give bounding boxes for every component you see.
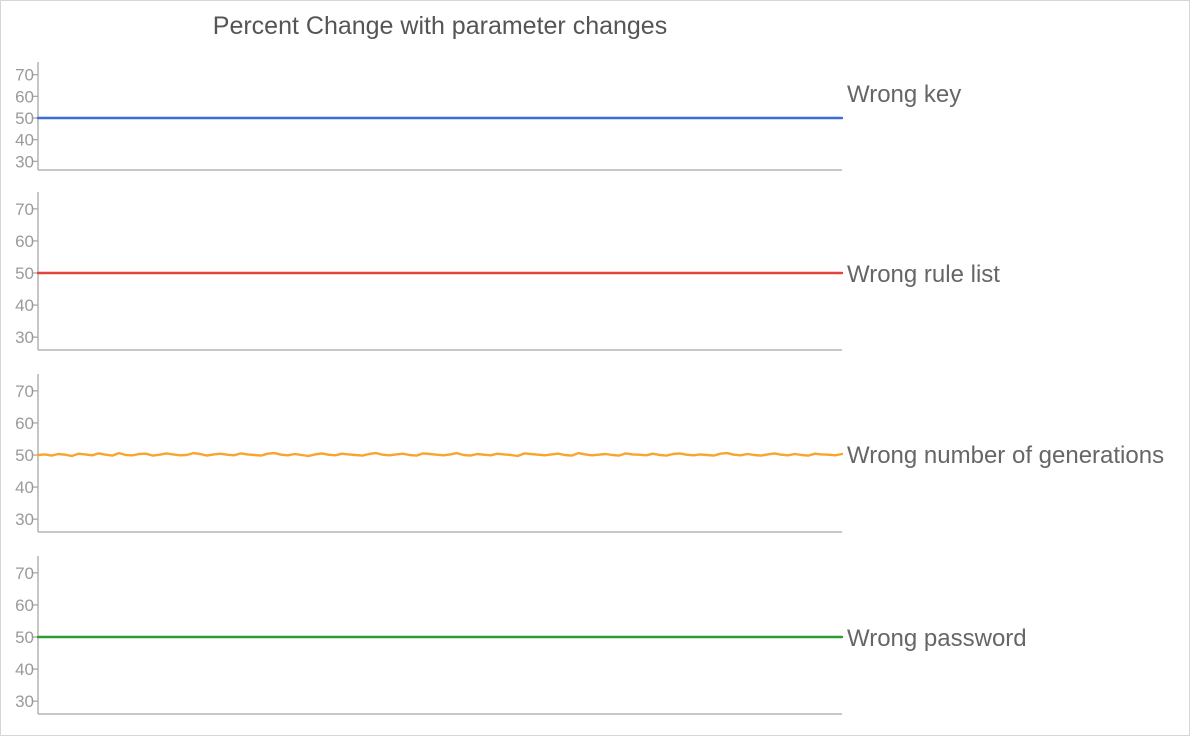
panel-2: 30 40 50 60 70 Wrong rule list	[15, 192, 1000, 351]
y-tick-label: 60	[15, 232, 34, 251]
y-tick-label: 30	[15, 152, 34, 171]
panel-1: 30 40 50 60 70 Wrong key	[15, 62, 961, 171]
panel-4: 30 40 50 60 70 Wrong password	[15, 556, 1027, 715]
series-label-2: Wrong rule list	[847, 261, 1000, 288]
y-tick-label: 60	[15, 596, 34, 615]
y-tick-label: 50	[15, 628, 34, 647]
panel-3: 30 40 50 60 70 Wrong number of generations	[15, 374, 1164, 533]
y-tick-label: 40	[15, 296, 34, 315]
y-tick-label: 30	[15, 510, 34, 529]
series-line-3	[36, 451, 844, 458]
series-label-4: Wrong password	[847, 625, 1027, 652]
y-tick-label: 70	[15, 200, 34, 219]
series-label-3: Wrong number of generations	[847, 442, 1164, 469]
y-tick-label: 70	[15, 66, 34, 85]
chart-title: Percent Change with parameter changes	[213, 12, 667, 40]
series-label-1: Wrong key	[847, 81, 961, 108]
y-tick-label: 40	[15, 131, 34, 150]
y-tick-label: 50	[15, 446, 34, 465]
y-tick-label: 50	[15, 109, 34, 128]
y-tick-label: 30	[15, 328, 34, 347]
y-tick-label: 70	[15, 382, 34, 401]
y-tick-label: 30	[15, 692, 34, 711]
y-tick-label: 40	[15, 478, 34, 497]
y-tick-label: 60	[15, 87, 34, 106]
y-tick-label: 70	[15, 564, 34, 583]
y-tick-label: 60	[15, 414, 34, 433]
y-tick-label: 40	[15, 660, 34, 679]
y-tick-label: 50	[15, 264, 34, 283]
